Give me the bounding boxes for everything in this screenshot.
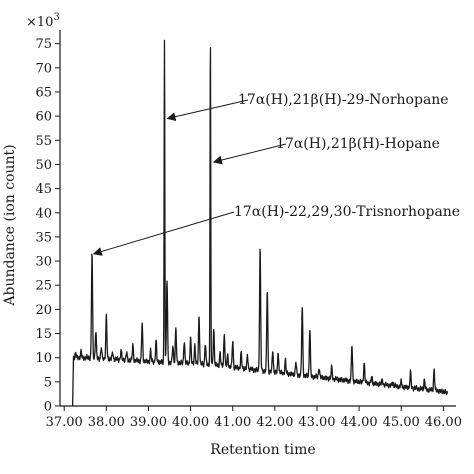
annotation-label: 17α(H)-22,29,30-Trisnorhopane: [234, 204, 460, 220]
y-tick-label: 15: [35, 327, 52, 342]
x-tick-label: 42.00: [256, 415, 293, 430]
annotation-arrow: [212, 143, 287, 165]
y-tick-label: 35: [35, 230, 52, 245]
x-tick-label: 40.00: [172, 415, 209, 430]
y-tick-label: 45: [35, 182, 52, 197]
x-tick-label: 38.00: [88, 415, 125, 430]
y-tick-label: 0: [44, 400, 52, 415]
y-tick-label: 40: [35, 206, 52, 221]
x-tick-label: 37.00: [46, 415, 83, 430]
x-axis-title: Retention time: [210, 442, 315, 458]
chromatogram-trace: [71, 39, 449, 407]
y-tick-label: 20: [35, 303, 52, 318]
y-tick-label: 60: [35, 110, 52, 125]
y-tick-label: 65: [35, 85, 52, 100]
x-tick-label: 41.00: [214, 415, 251, 430]
annotation-arrow: [92, 211, 235, 256]
annotation-label: 17α(H),21β(H)-29-Norhopane: [238, 92, 449, 108]
x-tick-label: 46.00: [425, 415, 462, 430]
x-tick-label: 43.00: [298, 415, 335, 430]
axes: [59, 30, 456, 407]
y-multiplier-label: ×103: [26, 12, 60, 30]
y-tick-label: 50: [35, 158, 52, 173]
annotations: 17α(H),21β(H)-29-Norhopane 17α(H),21β(H)-…: [92, 92, 460, 256]
y-tick-label: 30: [35, 255, 52, 270]
y-axis-title: Abundance (ion count): [2, 144, 18, 306]
x-tick-label: 44.00: [340, 415, 377, 430]
y-tick-label: 5: [44, 375, 52, 390]
y-tick-label: 25: [35, 279, 52, 294]
annotation-label: 17α(H),21β(H)-Hopane: [276, 136, 440, 152]
y-tick-label: 55: [35, 134, 52, 149]
y-tick-label: 75: [35, 37, 52, 52]
y-tick-label: 70: [35, 61, 52, 76]
x-tick-label: 39.00: [130, 415, 167, 430]
y-tick-label: 10: [35, 351, 52, 366]
annotation-arrow: [166, 99, 249, 122]
axis-ticks: 37.00 38.00 39.00 40.00 41.00 42.00 43.00 44.00…: [35, 37, 462, 430]
x-tick-label: 45.00: [383, 415, 420, 430]
